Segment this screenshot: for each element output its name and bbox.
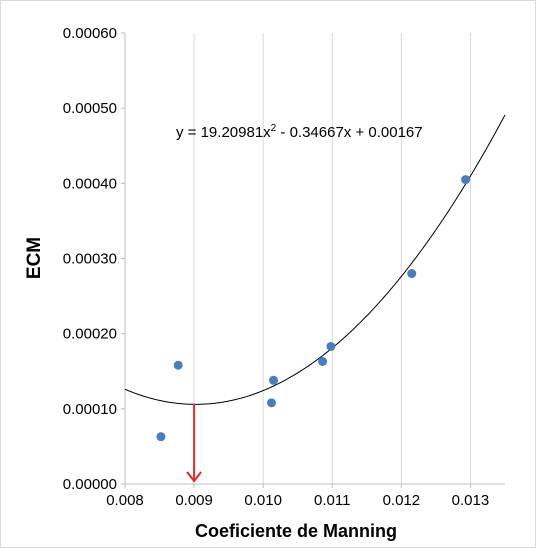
grid-lines (124, 33, 471, 484)
data-point-3 (269, 375, 279, 385)
x-tick-label-1: 0.009 (175, 492, 213, 509)
trendline (124, 114, 506, 405)
data-point-2 (266, 398, 276, 408)
arrow-head (186, 471, 202, 483)
data-point-6 (407, 269, 417, 279)
y-tick-label-1: 0.00010 (63, 401, 117, 418)
data-point-0 (156, 432, 166, 442)
minimum-arrow (186, 403, 202, 483)
x-tick-label-4: 0.012 (383, 492, 421, 509)
trendline-equation: y = 19.20981x2 - 0.34667x + 0.00167 (176, 123, 423, 141)
equation-suffix: - 0.34667x + 0.00167 (276, 124, 422, 141)
x-tick-label-3: 0.011 (314, 492, 350, 509)
y-tick-label-2: 0.00020 (63, 326, 117, 343)
y-tick-label-3: 0.00030 (63, 251, 117, 268)
equation-exponent: 2 (271, 123, 277, 134)
y-tick-label-4: 0.00040 (63, 175, 117, 192)
x-tick-label-2: 0.010 (244, 492, 282, 509)
axes (124, 33, 505, 485)
data-points (156, 175, 471, 442)
y-axis-title: ECM (24, 237, 45, 279)
y-tick-label-0: 0.00000 (63, 476, 117, 493)
x-tick-labels: 0.008 0.009 0.010 0.011 0.012 0.013 (106, 484, 489, 509)
x-tick-label-0: 0.008 (106, 492, 144, 509)
x-tick-label-5: 0.013 (452, 492, 490, 509)
equation-prefix: y = 19.20981x (176, 124, 271, 141)
data-point-7 (461, 175, 471, 185)
x-axis-title: Coeficiente de Manning (195, 521, 397, 541)
y-tick-label-5: 0.00050 (63, 100, 117, 117)
y-tick-labels: 0.00000 0.00010 0.00020 0.00030 0.00040 0.000… (63, 25, 125, 493)
y-tick-label-6: 0.00060 (63, 25, 117, 42)
data-point-1 (173, 360, 183, 370)
data-point-4 (318, 356, 328, 366)
data-point-5 (326, 341, 336, 351)
